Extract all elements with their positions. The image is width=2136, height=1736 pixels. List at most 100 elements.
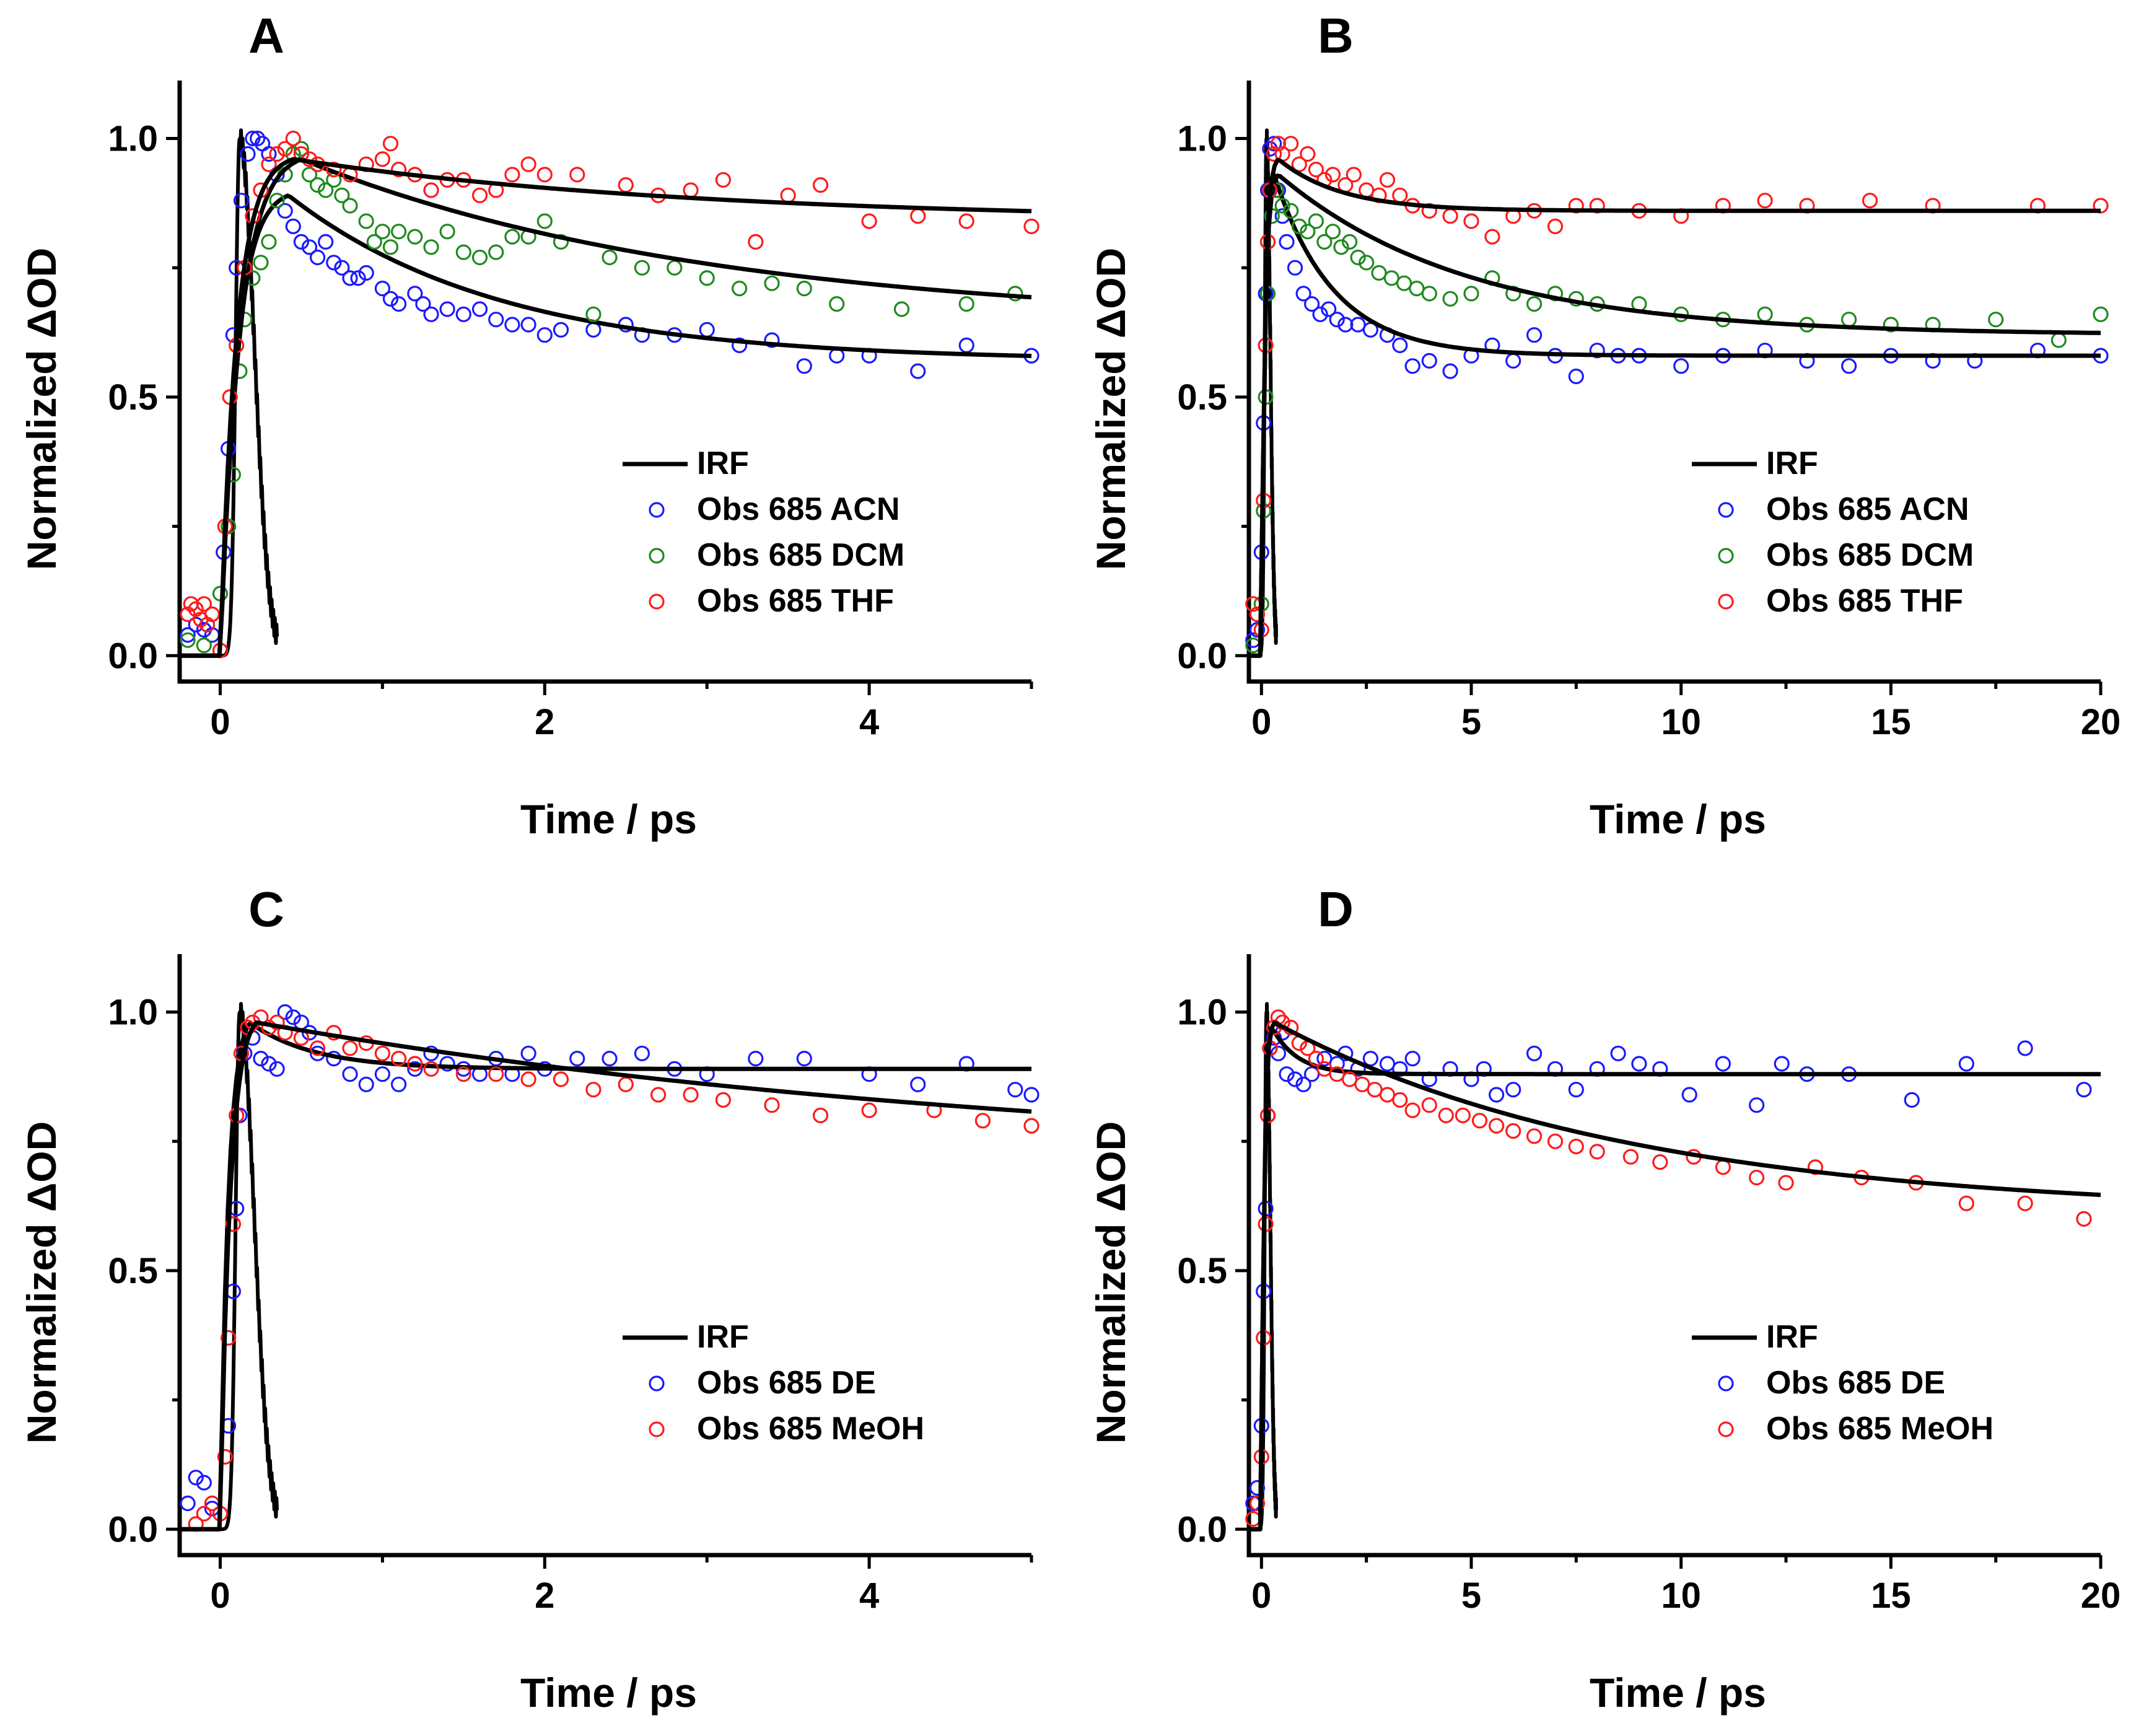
data-point	[504, 229, 520, 245]
legend-marker-swatch	[1718, 594, 1734, 610]
data-point	[1757, 193, 1773, 209]
data-point	[1359, 255, 1375, 271]
fit-curve	[180, 1021, 1031, 1532]
data-point	[1547, 1133, 1564, 1149]
data-point	[699, 270, 715, 286]
legend: IRF Obs 685 DE Obs 685 MeOH	[623, 1319, 924, 1447]
y-tick-label: 1.0	[1177, 118, 1227, 159]
legend-marker-swatch	[649, 502, 665, 518]
data-point	[1404, 1102, 1420, 1118]
legend-label: Obs 685 DCM	[1766, 537, 1974, 573]
data-point	[1295, 286, 1311, 302]
data-point	[390, 1076, 407, 1092]
data-point	[293, 141, 309, 157]
data-point	[1023, 1118, 1040, 1134]
data-point	[731, 337, 748, 354]
data-point	[250, 130, 266, 147]
data-point	[350, 270, 366, 286]
data-point	[1526, 296, 1543, 312]
data-point	[780, 187, 796, 203]
data-point	[1568, 368, 1584, 385]
data-point	[390, 224, 407, 240]
legend-label: Obs 685 DE	[697, 1365, 876, 1401]
panel-letter: C	[248, 882, 284, 937]
data-point	[1274, 198, 1290, 214]
data-point	[1383, 270, 1399, 286]
data-point	[1673, 358, 1689, 374]
data-point	[1455, 1107, 1471, 1123]
data-point	[553, 322, 569, 338]
data-point	[1392, 337, 1408, 354]
data-point	[196, 637, 212, 654]
data-point	[1283, 203, 1299, 219]
data-point	[455, 1066, 471, 1082]
x-tick-label: 15	[1871, 702, 1911, 742]
axes-frame	[177, 81, 1031, 684]
legend-marker-swatch	[1718, 1421, 1734, 1437]
data-point	[261, 234, 277, 250]
data-point	[1342, 1071, 1358, 1087]
fit-curve	[180, 1020, 1032, 1532]
data-point	[764, 332, 780, 348]
data-point	[1904, 1092, 1920, 1108]
data-point	[958, 337, 974, 354]
data-point	[1622, 1149, 1639, 1165]
data-point	[1350, 249, 1366, 266]
data-point	[455, 306, 471, 322]
data-point	[602, 1051, 618, 1067]
data-point	[318, 182, 334, 198]
data-point	[180, 606, 196, 623]
data-point	[1023, 218, 1040, 234]
data-point	[261, 1056, 277, 1072]
data-point	[1249, 621, 1266, 638]
data-point	[285, 130, 301, 147]
x-tick-label: 0	[210, 702, 230, 742]
data-point	[415, 296, 431, 312]
series-thf	[1245, 136, 2109, 658]
data-point	[1249, 606, 1266, 623]
data-point	[585, 306, 602, 322]
data-point	[1249, 1495, 1266, 1512]
legend-label: Obs 685 THF	[1766, 583, 1963, 619]
data-point	[301, 167, 318, 183]
data-point	[390, 296, 407, 312]
fit-curve	[1249, 158, 2101, 658]
data-point	[1715, 1159, 1731, 1175]
data-point	[326, 255, 342, 271]
x-tick-label: 10	[1661, 1576, 1701, 1616]
data-point	[1505, 353, 1521, 369]
data-point	[1324, 224, 1341, 240]
data-point	[1463, 213, 1479, 229]
series-de	[1245, 1025, 2101, 1532]
data-point	[1308, 1051, 1324, 1067]
data-point	[1652, 1154, 1668, 1170]
data-point	[1748, 1170, 1765, 1186]
data-point	[1438, 1107, 1454, 1123]
data-point	[1484, 229, 1500, 245]
data-point	[374, 281, 391, 297]
y-tick-label: 1.0	[108, 992, 158, 1032]
data-point	[1023, 1087, 1040, 1103]
data-point	[407, 1061, 423, 1077]
data-point	[1342, 234, 1358, 250]
data-point	[910, 208, 926, 224]
data-point	[634, 260, 650, 276]
data-point	[1266, 146, 1282, 162]
data-point	[1421, 286, 1437, 302]
data-point	[1371, 265, 1387, 281]
data-point	[1379, 172, 1396, 188]
data-point	[1379, 1087, 1396, 1103]
data-point	[1321, 301, 1337, 317]
fit-curve	[1249, 173, 2101, 658]
data-point	[196, 1506, 212, 1522]
axes-frame	[177, 954, 1031, 1558]
data-point	[1308, 162, 1324, 178]
data-point	[1392, 187, 1408, 203]
data-point	[374, 1045, 391, 1061]
data-point	[748, 1051, 764, 1067]
data-point	[301, 239, 318, 255]
data-point	[520, 1045, 536, 1061]
legend-marker-swatch	[649, 1421, 665, 1437]
fit-curve	[180, 193, 1032, 658]
data-point	[1488, 1087, 1505, 1103]
